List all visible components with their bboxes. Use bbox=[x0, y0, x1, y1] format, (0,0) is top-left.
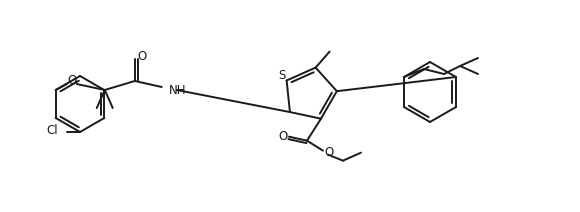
Text: Cl: Cl bbox=[46, 124, 58, 138]
Text: O: O bbox=[67, 74, 77, 88]
Text: S: S bbox=[278, 69, 285, 82]
Text: NH: NH bbox=[169, 84, 186, 96]
Text: O: O bbox=[137, 50, 146, 64]
Text: O: O bbox=[278, 130, 288, 143]
Text: O: O bbox=[324, 146, 334, 159]
